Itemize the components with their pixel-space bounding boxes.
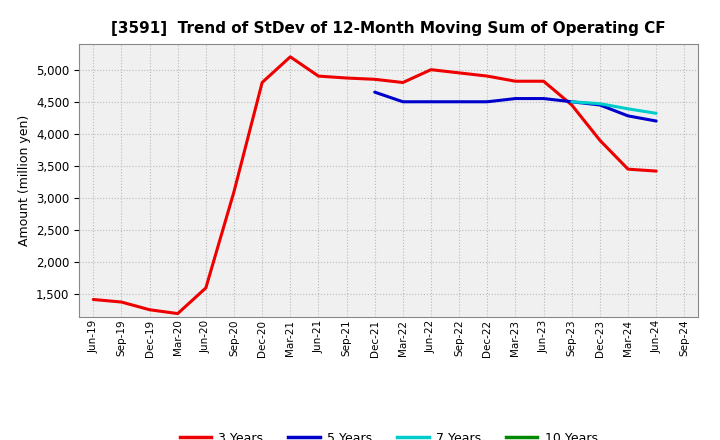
- 3 Years: [511, 79, 520, 84]
- 3 Years: [455, 70, 464, 76]
- Line: 3 Years: 3 Years: [94, 57, 656, 314]
- 5 Years: [595, 103, 604, 108]
- 3 Years: [483, 73, 492, 79]
- 3 Years: [258, 80, 266, 85]
- 3 Years: [314, 73, 323, 79]
- 3 Years: [595, 138, 604, 143]
- 3 Years: [89, 297, 98, 302]
- 5 Years: [511, 96, 520, 101]
- 3 Years: [539, 79, 548, 84]
- 3 Years: [624, 166, 632, 172]
- 5 Years: [483, 99, 492, 104]
- 5 Years: [652, 118, 660, 124]
- 3 Years: [567, 103, 576, 108]
- 5 Years: [624, 113, 632, 118]
- 3 Years: [202, 285, 210, 290]
- Legend: 3 Years, 5 Years, 7 Years, 10 Years: 3 Years, 5 Years, 7 Years, 10 Years: [175, 427, 603, 440]
- 5 Years: [399, 99, 408, 104]
- 7 Years: [567, 99, 576, 104]
- 3 Years: [370, 77, 379, 82]
- 5 Years: [567, 99, 576, 104]
- 5 Years: [427, 99, 436, 104]
- 3 Years: [427, 67, 436, 72]
- 3 Years: [286, 54, 294, 59]
- 7 Years: [652, 111, 660, 116]
- Title: [3591]  Trend of StDev of 12-Month Moving Sum of Operating CF: [3591] Trend of StDev of 12-Month Moving…: [112, 21, 666, 36]
- 3 Years: [230, 189, 238, 194]
- 3 Years: [174, 311, 182, 316]
- 3 Years: [117, 299, 126, 304]
- 5 Years: [370, 89, 379, 95]
- 7 Years: [595, 101, 604, 106]
- Line: 7 Years: 7 Years: [572, 102, 656, 114]
- 5 Years: [455, 99, 464, 104]
- 3 Years: [399, 80, 408, 85]
- 5 Years: [539, 96, 548, 101]
- 3 Years: [652, 169, 660, 174]
- 3 Years: [342, 75, 351, 81]
- Y-axis label: Amount (million yen): Amount (million yen): [17, 115, 30, 246]
- 3 Years: [145, 307, 154, 312]
- Line: 5 Years: 5 Years: [374, 92, 656, 121]
- 7 Years: [624, 106, 632, 111]
